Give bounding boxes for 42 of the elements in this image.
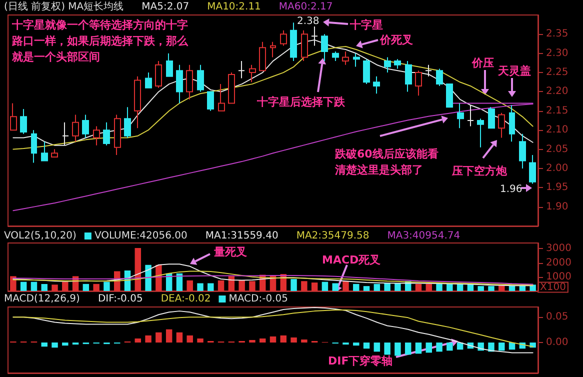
annotation: 价压 (471, 56, 494, 70)
y-tick-label: 2.35 (546, 28, 568, 40)
annotation: 十字星后选择下跌 (256, 96, 346, 108)
text: MA60:2.17 (278, 2, 333, 12)
series-label: DIF:-0.05 (98, 294, 143, 304)
y-tick-label: 3000 (546, 243, 572, 254)
text: MA5:2.07 (142, 2, 190, 12)
y-tick-label: 2000 (546, 257, 572, 268)
y-tick-label: 2.25 (546, 67, 568, 78)
y-tick-label: 2.00 (546, 162, 568, 174)
annotation: 跌破60线后应该能看清楚这里是头部了 (334, 148, 438, 176)
y-tick-label: 1000 (546, 271, 572, 282)
y-tick-label: 2.05 (546, 144, 568, 155)
y-tick-label: 2.10 (546, 124, 568, 136)
chart-title: (日线 前复权) MA短长均线 (4, 0, 124, 12)
annotation: 1.96 (500, 184, 522, 195)
chart-title: VOL2(5,10,20) (4, 230, 77, 242)
y-tick-label: 1.95 (546, 182, 568, 194)
annotation: 天灵盖 (497, 64, 531, 78)
y-axis-title: X100 (540, 282, 566, 293)
annotation: 十字星就像一个等待选择方向的十字路口一样，如果后期选择下跌，那么就是一个头部区间 (11, 18, 189, 64)
annotation: 价死叉 (379, 34, 413, 46)
y-tick-label: 0.00 (546, 337, 568, 348)
annotation: 2.38 (297, 16, 320, 27)
annotation: 十字星 (349, 18, 383, 32)
text: MA2:35479.58 (296, 230, 370, 242)
annotation: MACD死叉 (322, 254, 381, 266)
annotation: DIF下穿零轴 (328, 354, 393, 368)
y-tick-label: 0.05 (546, 312, 568, 323)
text: MA1:31559.40 (205, 230, 278, 242)
y-tick-label: 2.30 (546, 48, 568, 59)
annotation: 压下空方炮 (451, 164, 508, 178)
y-tick-label: 2.20 (546, 86, 568, 98)
text: MA3:40954.74 (387, 230, 460, 242)
legend-label: MACD:-0.05 (228, 294, 288, 304)
legend-label: VOLUME:42056.00 (94, 230, 188, 242)
chart-title: MACD(12,26,9) (4, 294, 80, 304)
text: MA10:2.11 (207, 2, 261, 12)
series-label: DEA:-0.02 (160, 294, 211, 304)
y-tick-label: 1.90 (546, 201, 568, 212)
annotation: 量死叉 (213, 246, 247, 258)
y-tick-label: 2.15 (546, 105, 568, 116)
